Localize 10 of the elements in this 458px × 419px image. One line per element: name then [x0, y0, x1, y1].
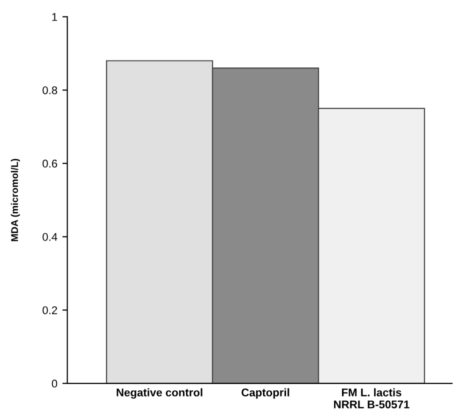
y-tick-label: 0.2: [42, 306, 58, 314]
x-tick-label: Negative control: [116, 388, 202, 399]
y-tick-label: 0.8: [42, 86, 58, 94]
x-tick-label: Captopril: [242, 388, 290, 399]
y-tick-label: 0: [52, 380, 58, 388]
y-tick-label: 1: [52, 13, 58, 21]
y-tick-label: 0.6: [42, 160, 58, 168]
x-tick-label: FM L. lactis NRRL B-50571: [334, 388, 410, 408]
y-axis-title: MDA (micromol/L): [10, 158, 20, 242]
y-tick-label: 0.4: [42, 233, 58, 241]
